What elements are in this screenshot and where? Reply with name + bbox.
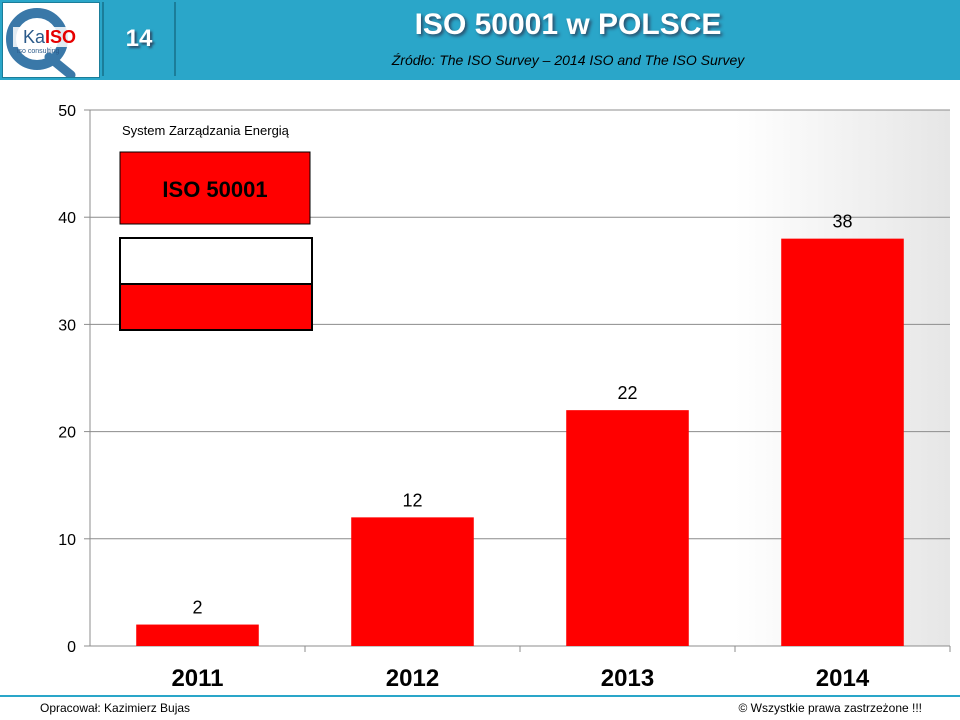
bar-value-label: 38 — [832, 212, 852, 232]
y-tick-label: 20 — [58, 425, 76, 442]
footer-author: Opracował: Kazimierz Bujas — [40, 701, 191, 715]
x-tick-label: 2011 — [171, 665, 223, 692]
y-tick-label: 50 — [58, 103, 76, 120]
bar-value-label: 2 — [192, 598, 202, 618]
kaiso-logo: KaISO iso consulting — [2, 2, 100, 80]
bar-2013 — [566, 410, 689, 646]
footer-divider — [0, 695, 960, 697]
y-tick-label: 10 — [58, 532, 76, 549]
slide-header: KaISO iso consulting 14 ISO 50001 w POLS… — [0, 0, 960, 80]
bar-2014 — [781, 238, 904, 646]
x-tick-label: 2013 — [601, 665, 654, 692]
iso-badge — [119, 151, 311, 225]
bar-value-label: 22 — [617, 383, 637, 403]
bar-value-label: 12 — [402, 490, 422, 510]
y-tick-label: 0 — [67, 639, 76, 656]
bar-2012 — [351, 517, 474, 646]
polish-flag-icon — [119, 237, 313, 331]
logo-text-iso: ISO — [45, 27, 76, 47]
slide-subtitle: Źródło: The ISO Survey – 2014 ISO and Th… — [391, 52, 745, 68]
footer-copyright: © Wszystkie prawa zastrzeżone !!! — [738, 701, 922, 715]
slide-title: ISO 50001 w POLSCE — [414, 8, 722, 41]
logo-tagline: iso consulting — [17, 48, 60, 55]
legend-caption: System Zarządzania Energią — [122, 123, 290, 138]
x-tick-label: 2012 — [386, 665, 439, 692]
y-tick-label: 40 — [58, 210, 76, 227]
svg-text:KaISO: KaISO — [23, 27, 76, 47]
logo-text-ka: Ka — [23, 27, 46, 47]
iso-badge-label: ISO 50001 — [162, 177, 267, 202]
bar-chart: 0 10 20 30 40 50 2 12 22 38 2011 2012 2013 2014 Sys… — [58, 103, 951, 692]
slide-number-box: 14 — [102, 2, 176, 76]
bar-2011 — [136, 624, 259, 646]
slide-number: 14 — [125, 25, 153, 52]
x-tick-label: 2014 — [816, 665, 870, 692]
y-tick-label: 30 — [58, 317, 76, 334]
